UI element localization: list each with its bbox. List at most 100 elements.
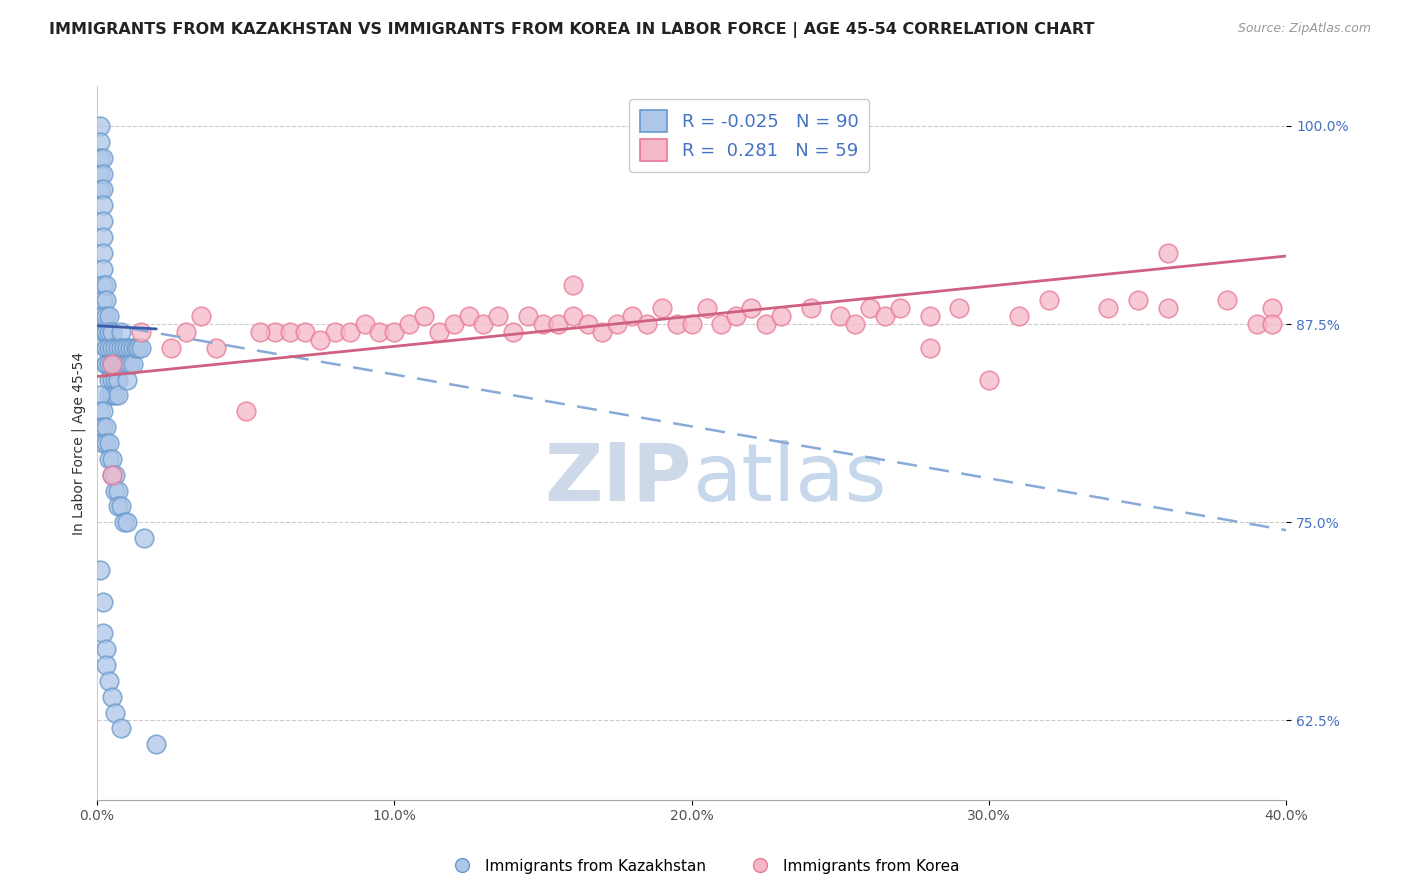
Point <box>104 357 127 371</box>
Point <box>561 310 583 324</box>
Point <box>97 310 120 324</box>
Point <box>89 151 111 165</box>
Point <box>110 722 132 736</box>
Point <box>112 516 135 530</box>
Point <box>873 310 896 324</box>
Point <box>948 301 970 316</box>
Point <box>100 373 122 387</box>
Point <box>174 325 197 339</box>
Point <box>100 341 122 355</box>
Point <box>235 404 257 418</box>
Point <box>112 357 135 371</box>
Point <box>91 420 114 434</box>
Point <box>124 341 146 355</box>
Point <box>160 341 183 355</box>
Point <box>472 317 495 331</box>
Point <box>118 341 141 355</box>
Point <box>725 310 748 324</box>
Point <box>110 500 132 514</box>
Point <box>889 301 911 316</box>
Point <box>339 325 361 339</box>
Point <box>89 563 111 577</box>
Legend: R = -0.025   N = 90, R =  0.281   N = 59: R = -0.025 N = 90, R = 0.281 N = 59 <box>630 99 869 172</box>
Point <box>104 483 127 498</box>
Text: Source: ZipAtlas.com: Source: ZipAtlas.com <box>1237 22 1371 36</box>
Point <box>1246 317 1268 331</box>
Point <box>94 341 117 355</box>
Point <box>91 261 114 276</box>
Point <box>118 357 141 371</box>
Point <box>606 317 628 331</box>
Point <box>94 325 117 339</box>
Point <box>97 436 120 450</box>
Point <box>517 310 540 324</box>
Point <box>918 310 941 324</box>
Point <box>91 404 114 418</box>
Point <box>264 325 287 339</box>
Point <box>97 388 120 402</box>
Point <box>636 317 658 331</box>
Point <box>918 341 941 355</box>
Point <box>94 436 117 450</box>
Point <box>100 467 122 482</box>
Point <box>94 420 117 434</box>
Point <box>91 310 114 324</box>
Point <box>115 341 138 355</box>
Point <box>547 317 569 331</box>
Point <box>121 341 143 355</box>
Point <box>100 467 122 482</box>
Point <box>100 325 122 339</box>
Point <box>104 373 127 387</box>
Point <box>398 317 420 331</box>
Text: ZIP: ZIP <box>544 440 692 517</box>
Point <box>844 317 866 331</box>
Point <box>110 341 132 355</box>
Point <box>531 317 554 331</box>
Point <box>94 325 117 339</box>
Point <box>681 317 703 331</box>
Point <box>131 341 153 355</box>
Point <box>91 594 114 608</box>
Point <box>112 341 135 355</box>
Point <box>91 293 114 308</box>
Point <box>977 373 1000 387</box>
Point <box>107 500 129 514</box>
Point <box>89 404 111 418</box>
Point <box>859 301 882 316</box>
Point <box>249 325 271 339</box>
Point <box>91 325 114 339</box>
Point <box>94 341 117 355</box>
Point <box>323 325 346 339</box>
Point <box>104 467 127 482</box>
Point <box>89 119 111 133</box>
Point <box>89 388 111 402</box>
Point <box>443 317 465 331</box>
Point <box>1156 301 1178 316</box>
Point <box>91 245 114 260</box>
Point <box>89 182 111 196</box>
Point <box>94 293 117 308</box>
Point <box>107 357 129 371</box>
Point <box>115 373 138 387</box>
Point <box>769 310 792 324</box>
Point <box>576 317 599 331</box>
Point <box>710 317 733 331</box>
Point <box>665 317 688 331</box>
Point <box>94 310 117 324</box>
Text: atlas: atlas <box>692 440 886 517</box>
Point <box>94 642 117 657</box>
Point <box>115 516 138 530</box>
Text: IMMIGRANTS FROM KAZAKHSTAN VS IMMIGRANTS FROM KOREA IN LABOR FORCE | AGE 45-54 C: IMMIGRANTS FROM KAZAKHSTAN VS IMMIGRANTS… <box>49 22 1095 38</box>
Point <box>107 388 129 402</box>
Point <box>110 325 132 339</box>
Point <box>134 531 156 545</box>
Point <box>115 357 138 371</box>
Point <box>1216 293 1239 308</box>
Point <box>278 325 301 339</box>
Point <box>145 737 167 751</box>
Point <box>91 198 114 212</box>
Point <box>100 690 122 704</box>
Point <box>294 325 316 339</box>
Point <box>800 301 823 316</box>
Point <box>89 135 111 149</box>
